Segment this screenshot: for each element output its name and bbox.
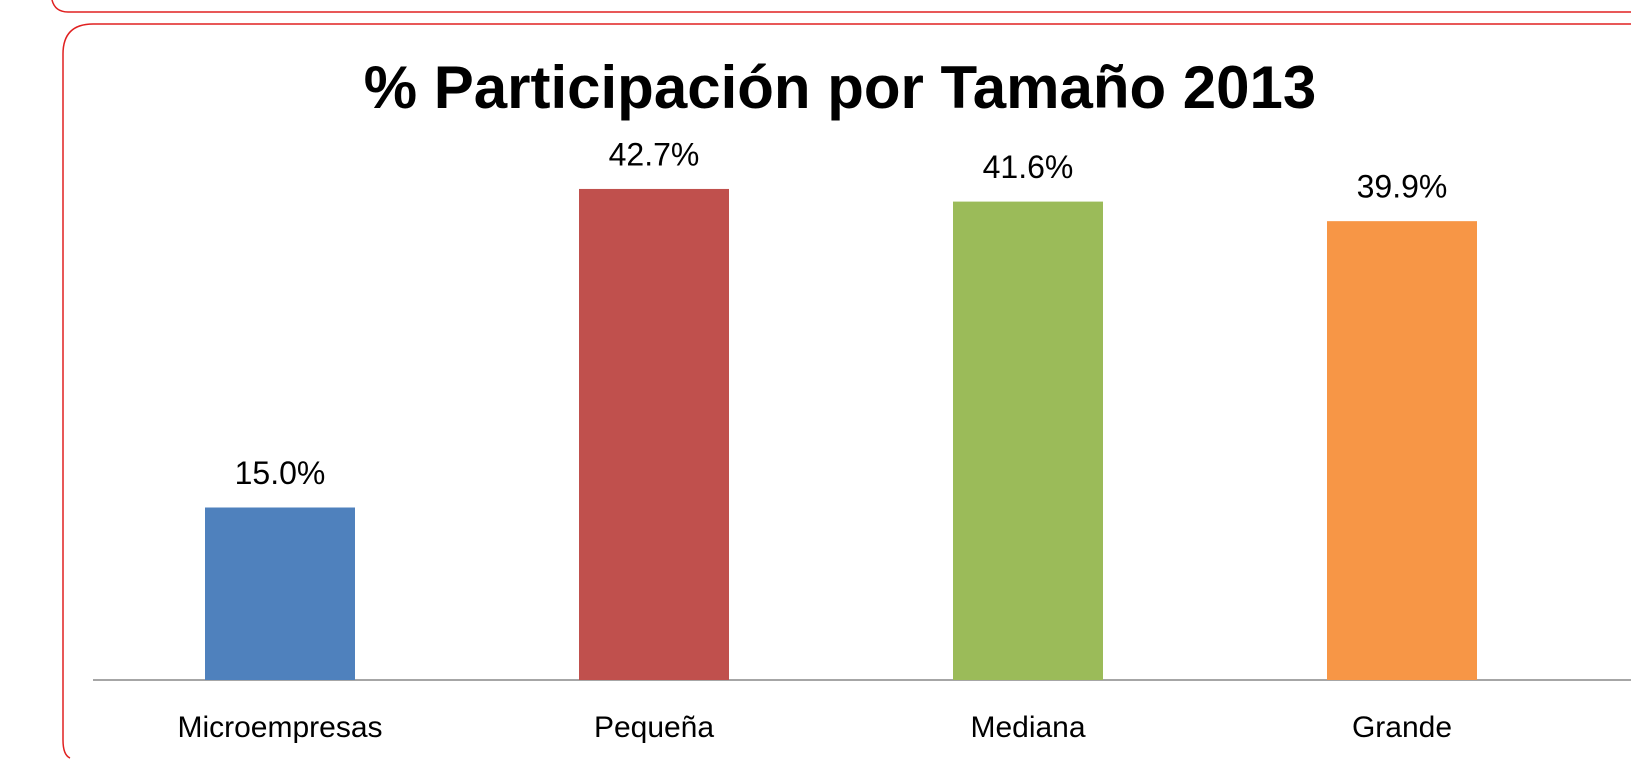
value-label: 41.6% xyxy=(983,149,1074,185)
x-tick-label: Mediana xyxy=(970,711,1085,744)
bar xyxy=(579,188,729,680)
chart-title: % Participación por Tamaño 2013 xyxy=(364,54,1317,121)
bar xyxy=(953,201,1103,680)
x-tick-label: Microempresas xyxy=(177,711,382,744)
value-label: 39.9% xyxy=(1357,169,1448,205)
bar xyxy=(1327,221,1477,680)
value-label: 42.7% xyxy=(609,136,700,172)
x-tick-label: Pequeña xyxy=(594,711,714,744)
frame-above xyxy=(51,0,1631,13)
value-label: 15.0% xyxy=(235,455,326,491)
chart-frame xyxy=(62,23,1631,759)
bar xyxy=(205,507,355,680)
x-tick-label: Grande xyxy=(1352,711,1452,744)
